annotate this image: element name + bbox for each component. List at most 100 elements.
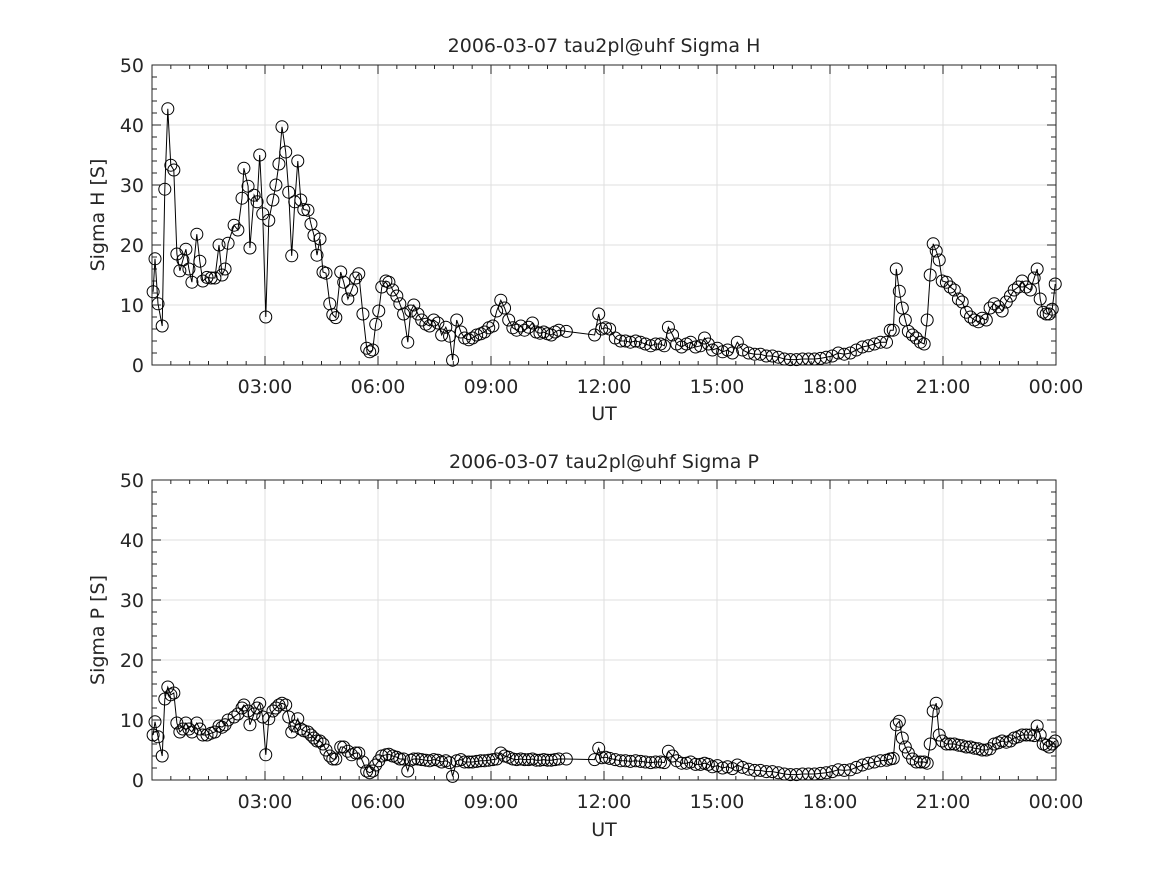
sigma-h-data-point	[661, 320, 675, 334]
sigma-h-data-point	[161, 102, 175, 116]
sigma-p-data-point	[235, 701, 249, 715]
sigma-h-data-point	[334, 265, 348, 279]
sigma-p-data-point	[873, 754, 887, 768]
sigma-p-data-point	[654, 755, 667, 769]
sigma-h-data-point	[638, 337, 652, 351]
sigma-p-data-point	[253, 696, 267, 710]
sigma-h-data-point	[932, 253, 946, 267]
sigma-p-data-point	[1027, 729, 1041, 743]
sigma-h-y-tick-label: 0	[132, 355, 144, 377]
sigma-p-data-point	[634, 754, 648, 768]
sigma-h-data-point	[657, 339, 671, 353]
sigma-p-data-point	[356, 755, 370, 769]
sigma-p-data-point	[623, 754, 637, 768]
sigma-h-data-point	[502, 313, 516, 327]
sigma-h-data-point	[431, 316, 445, 330]
sigma-p-y-tick-label: 20	[120, 650, 144, 672]
sigma-h-data-point	[886, 323, 900, 337]
sigma-p-data-point	[334, 740, 348, 754]
sigma-h-data-point	[148, 252, 162, 266]
sigma-p-data-point	[196, 728, 210, 742]
sigma-h-data-point	[282, 185, 296, 199]
sigma-p-data-point	[898, 740, 912, 754]
sigma-h-ylabel: Sigma H [S]	[87, 159, 109, 272]
sigma-h-x-tick-label: 15:00	[690, 376, 745, 398]
sigma-h-data-point	[310, 248, 324, 262]
sigma-h-data-point	[1033, 292, 1047, 306]
sigma-h-y-tick-label: 10	[120, 295, 144, 317]
sigma-p-data-point	[595, 751, 609, 765]
sigma-h-data-point	[905, 328, 919, 342]
sigma-h-data-point	[689, 340, 703, 354]
sigma-p-data-point	[282, 710, 296, 724]
sigma-h-data-point	[297, 203, 311, 217]
sigma-p-x-tick-label: 03:00	[238, 791, 293, 813]
sigma-p-data-point	[541, 753, 554, 767]
sigma-h-data-point	[179, 242, 193, 256]
sigma-h-data-point	[253, 148, 267, 162]
sigma-h-data-point	[366, 343, 380, 357]
sigma-p-data-point	[227, 710, 241, 724]
sigma-p-data-point	[256, 710, 270, 724]
sigma-h-data-point	[1048, 277, 1062, 291]
sigma-p-data-point	[167, 686, 181, 700]
sigma-p-data-point	[272, 698, 286, 712]
sigma-h-y-tick-label: 20	[120, 235, 144, 257]
sigma-p-data-point	[262, 712, 276, 726]
sigma-h-data-point	[167, 163, 181, 177]
sigma-h-data-point	[155, 319, 169, 333]
sigma-p-data-point	[390, 750, 404, 764]
sigma-p-data-point	[932, 728, 946, 742]
sigma-p-data-point	[352, 746, 366, 760]
sigma-p-data-point	[1048, 734, 1062, 748]
sigma-h-data-point	[212, 238, 226, 252]
sigma-h-data-point	[329, 311, 343, 325]
sigma-h-data-point	[146, 285, 160, 299]
sigma-h-title: 2006-03-07 tau2pl@uhf Sigma H	[448, 35, 761, 57]
sigma-p-data-point	[397, 752, 411, 766]
sigma-p-y-tick-label: 10	[120, 710, 144, 732]
sigma-h-data-point	[427, 313, 441, 327]
sigma-p-data-point	[1039, 738, 1053, 752]
sigma-h-data-point	[372, 304, 386, 318]
sigma-p-data-point	[929, 696, 943, 710]
sigma-h-data-point	[736, 343, 750, 357]
sigma-h-data-point	[450, 313, 464, 327]
sigma-p-data-point	[337, 740, 351, 754]
sigma-h-data-point	[243, 241, 257, 255]
sigma-p-data-point	[164, 688, 178, 702]
sigma-h-data-point	[363, 345, 377, 359]
sigma-h-data-point	[1036, 305, 1050, 319]
sigma-p-data-point	[294, 722, 308, 736]
sigma-h-data-point	[319, 266, 333, 280]
sigma-h-data-point	[439, 320, 453, 334]
sigma-p-data-point	[644, 756, 658, 770]
sigma-h-data-point	[923, 268, 937, 282]
sigma-h-data-point	[725, 346, 739, 360]
sigma-h-x-tick-label: 00:00	[1029, 376, 1084, 398]
sigma-p-data-point	[1019, 728, 1033, 742]
sigma-h-data-point	[917, 337, 931, 351]
sigma-p-data-point	[326, 752, 340, 766]
sigma-p-y-tick-label: 40	[120, 530, 144, 552]
sigma-h-data-point	[404, 304, 418, 318]
sigma-p-data-point	[614, 754, 628, 768]
sigma-h-data-point	[889, 262, 903, 276]
sigma-p-data-point	[446, 769, 460, 783]
sigma-h-data-point	[237, 161, 251, 175]
sigma-h-data-point	[435, 328, 449, 342]
sigma-p-data-point	[1045, 737, 1059, 751]
sigma-p-data-point	[920, 756, 934, 770]
sigma-p-data-point	[657, 756, 671, 770]
sigma-p-data-point	[1030, 719, 1044, 733]
sigma-p-data-point	[494, 746, 508, 760]
sigma-h-data-point	[158, 182, 172, 196]
sigma-p-data-point	[323, 749, 337, 763]
sigma-h-x-tick-label: 21:00	[916, 376, 971, 398]
sigma-h-data-point	[1045, 302, 1059, 316]
sigma-h-data-point	[272, 157, 286, 171]
sigma-p-x-tick-label: 18:00	[803, 791, 858, 813]
sigma-h-data-point	[649, 337, 663, 351]
